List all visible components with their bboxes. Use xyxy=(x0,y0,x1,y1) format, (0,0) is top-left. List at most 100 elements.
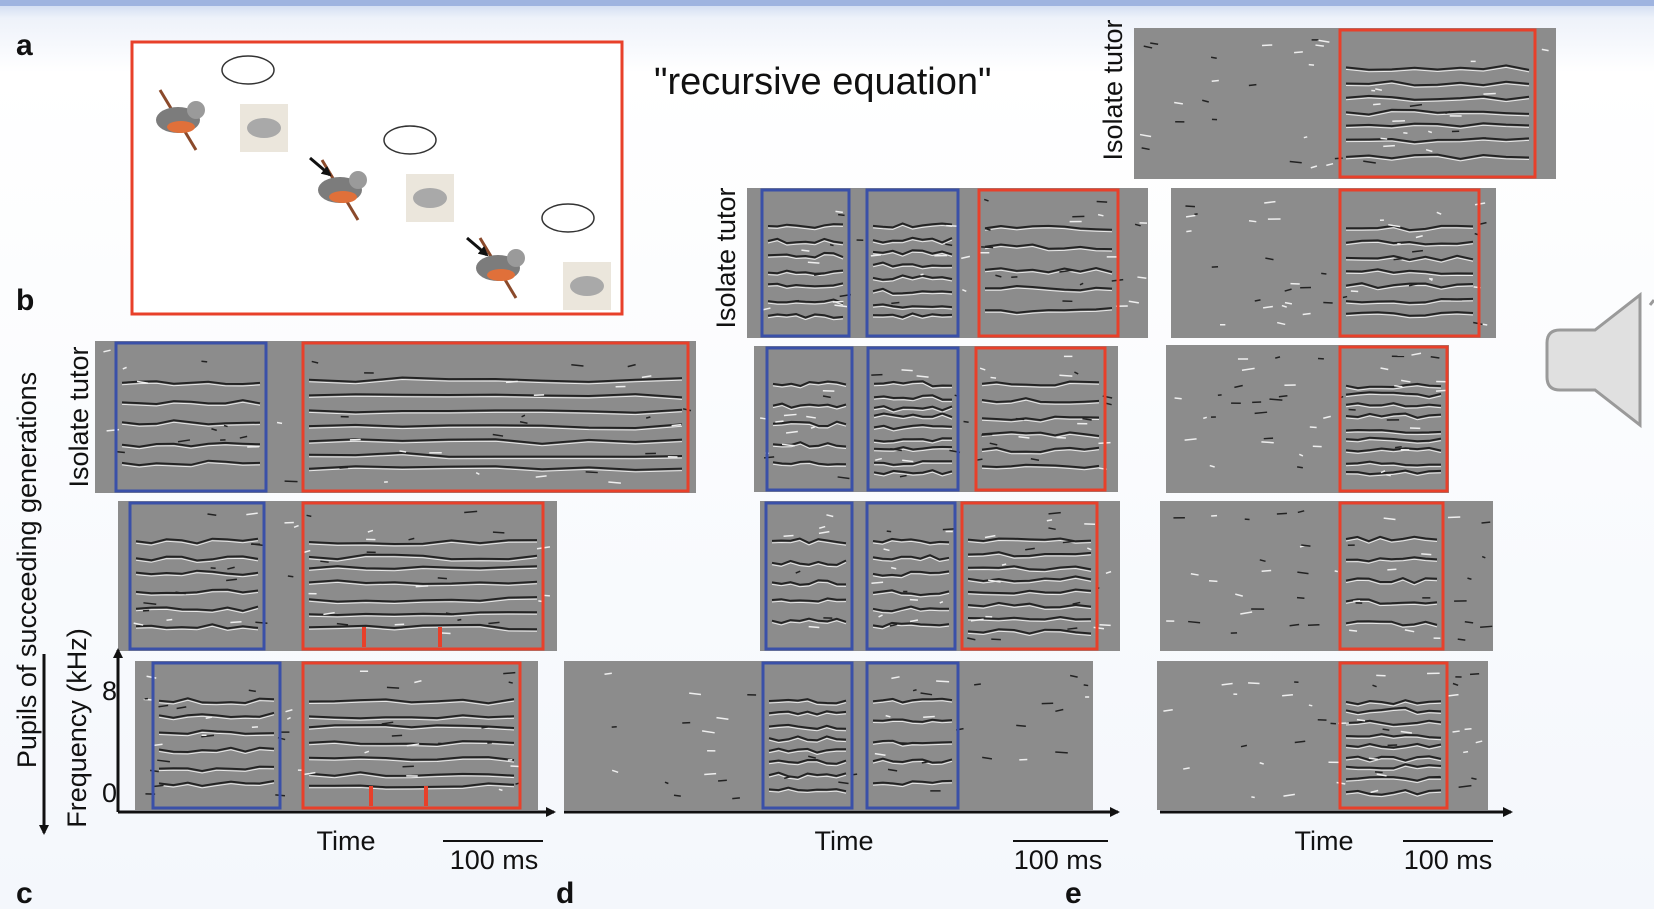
harmonic xyxy=(158,711,275,719)
harmonic-edge xyxy=(135,540,259,546)
harmonic-edge xyxy=(121,444,261,450)
panel-label: d xyxy=(556,877,574,909)
texture xyxy=(807,261,820,264)
texture xyxy=(1383,517,1396,521)
harmonic-edge xyxy=(872,224,953,230)
harmonic-edge xyxy=(767,300,844,306)
harmonic-edge xyxy=(967,604,1092,610)
texture xyxy=(701,730,715,734)
harmonic-edge xyxy=(873,462,952,468)
harmonic xyxy=(1345,391,1442,398)
harmonic-edge xyxy=(1345,471,1442,477)
texture xyxy=(201,360,208,363)
texture xyxy=(1277,321,1286,326)
harmonic-edge xyxy=(121,401,261,407)
harmonic-edge xyxy=(1345,579,1438,586)
bird-belly xyxy=(329,191,357,203)
texture xyxy=(1392,119,1405,123)
harmonic-edge xyxy=(768,737,847,744)
texture xyxy=(1353,599,1361,603)
harmonic xyxy=(981,463,1100,469)
harmonic xyxy=(158,780,275,787)
texture xyxy=(1289,623,1300,627)
texture xyxy=(875,457,882,461)
texture xyxy=(1234,384,1243,389)
bird-head xyxy=(349,171,367,189)
harmonic-edge xyxy=(967,577,1092,584)
harmonic xyxy=(873,469,953,476)
harmonic xyxy=(308,596,538,603)
harmonic xyxy=(308,553,538,561)
harmonic xyxy=(967,537,1092,543)
texture xyxy=(1048,527,1056,531)
texture xyxy=(1074,371,1079,375)
harmonic-edge xyxy=(873,471,953,477)
texture xyxy=(1183,767,1190,770)
harmonic-edge xyxy=(135,557,259,564)
harmonic-edge xyxy=(308,758,515,763)
texture xyxy=(1282,693,1293,697)
texture xyxy=(1321,272,1327,275)
texture xyxy=(230,621,242,624)
harmonic xyxy=(985,284,1113,292)
harmonic xyxy=(771,597,847,603)
harmonic xyxy=(872,570,950,577)
texture xyxy=(158,704,169,708)
texture xyxy=(1380,137,1388,140)
harmonic xyxy=(767,312,844,319)
harmonic xyxy=(767,223,844,229)
bird-belly xyxy=(487,269,515,281)
harmonic-edge xyxy=(873,382,953,389)
texture xyxy=(981,246,994,249)
texture xyxy=(1174,101,1183,105)
texture xyxy=(1308,63,1315,66)
texture xyxy=(783,534,794,538)
texture xyxy=(1425,148,1433,153)
harmonic-edge xyxy=(1345,735,1442,741)
harmonic xyxy=(767,237,844,245)
harmonic xyxy=(872,303,953,309)
texture xyxy=(1174,397,1182,400)
y-axis-label: Frequency (kHz) xyxy=(62,628,92,828)
harmonic xyxy=(873,405,953,412)
harmonic xyxy=(1345,94,1530,101)
texture xyxy=(801,249,810,252)
texture xyxy=(226,578,237,582)
harmonic-edge xyxy=(873,426,953,432)
harmonic xyxy=(772,420,847,428)
harmonic-edge xyxy=(121,462,261,468)
texture xyxy=(386,686,400,689)
texture xyxy=(1445,110,1451,114)
texture xyxy=(223,424,228,428)
texture xyxy=(285,709,293,713)
texture xyxy=(870,254,882,257)
texture xyxy=(136,380,149,385)
harmonic-edge xyxy=(158,782,275,789)
harmonic-edge xyxy=(308,541,538,547)
texture xyxy=(1259,762,1264,765)
harmonic-edge xyxy=(1345,111,1530,118)
harmonic xyxy=(308,393,683,399)
harmonic-edge xyxy=(872,572,950,579)
texture xyxy=(983,198,989,202)
texture xyxy=(1464,620,1474,624)
texture xyxy=(464,510,478,514)
texture xyxy=(1421,553,1432,556)
texture xyxy=(519,421,528,424)
texture xyxy=(176,706,187,710)
texture xyxy=(1301,544,1311,547)
texture xyxy=(838,213,845,217)
texture xyxy=(239,435,248,439)
texture xyxy=(1265,257,1274,261)
harmonic-edge xyxy=(873,448,953,453)
harmonic xyxy=(967,565,1092,571)
texture xyxy=(1298,453,1304,457)
texture xyxy=(1261,569,1272,572)
harmonic xyxy=(1345,108,1530,116)
texture xyxy=(1356,718,1366,722)
texture xyxy=(1380,470,1386,474)
harmonic xyxy=(872,249,953,256)
texture xyxy=(1190,573,1199,576)
harmonic-edge xyxy=(768,761,847,767)
harmonic-edge xyxy=(1345,722,1442,728)
